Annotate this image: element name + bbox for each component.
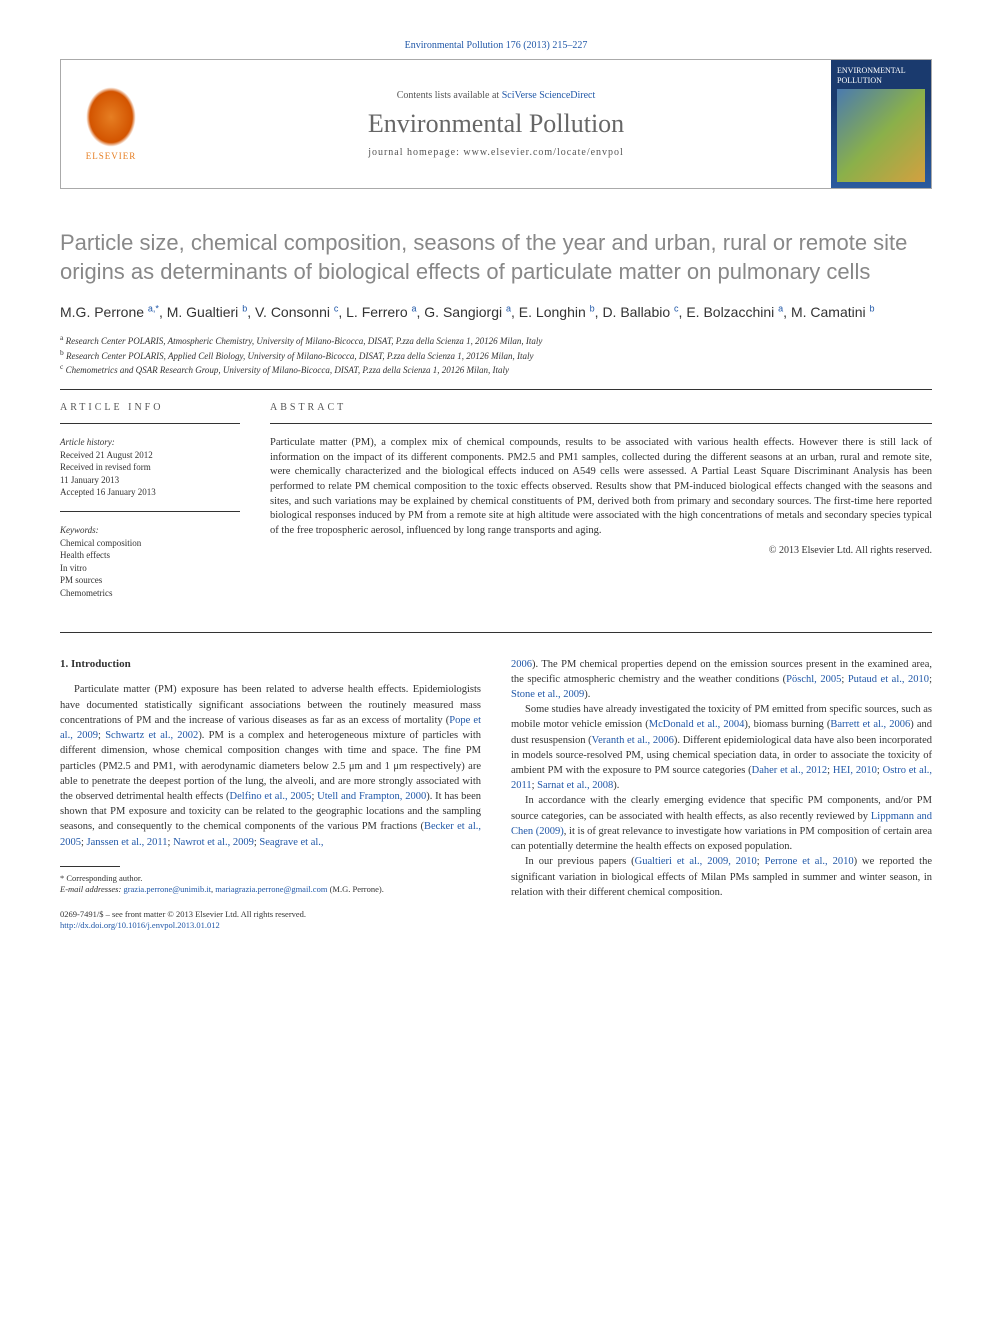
abstract-copyright: © 2013 Elsevier Ltd. All rights reserved…: [270, 545, 932, 556]
footnotes: * Corresponding author. E-mail addresses…: [60, 873, 481, 895]
paragraph: In our previous papers (Gualtieri et al.…: [511, 854, 932, 900]
affiliation-line: c Chemometrics and QSAR Research Group, …: [60, 362, 932, 377]
citation-link[interactable]: Sarnat et al., 2008: [537, 780, 613, 791]
article-history: Article history: Received 21 August 2012…: [60, 436, 240, 499]
paragraph: Some studies have already investigated t…: [511, 702, 932, 793]
contents-line: Contents lists available at SciVerse Sci…: [397, 90, 596, 101]
homepage-url[interactable]: www.elsevier.com/locate/envpol: [463, 147, 623, 158]
divider: [270, 423, 932, 424]
divider: [60, 389, 932, 390]
header-center: Contents lists available at SciVerse Sci…: [161, 60, 831, 188]
citation-link[interactable]: Utell and Frampton, 2000: [317, 791, 426, 802]
history-line: Received 21 August 2012: [60, 449, 240, 462]
citation-link[interactable]: 2006: [511, 659, 532, 670]
cover-image: [837, 89, 925, 182]
publisher-name: ELSEVIER: [86, 151, 137, 161]
keywords-label: Keywords:: [60, 524, 240, 537]
citation-link[interactable]: Barrett et al., 2006: [830, 719, 910, 730]
article-title: Particle size, chemical composition, sea…: [60, 229, 932, 286]
authors-list: M.G. Perrone a,*, M. Gualtieri b, V. Con…: [60, 302, 932, 323]
divider: [60, 423, 240, 424]
article-page: Environmental Pollution 176 (2013) 215–2…: [0, 0, 992, 971]
divider-full: [60, 632, 932, 633]
keyword: Chemometrics: [60, 587, 240, 600]
article-info-label: ARTICLE INFO: [60, 402, 240, 413]
keyword: PM sources: [60, 574, 240, 587]
doi-link[interactable]: http://dx.doi.org/10.1016/j.envpol.2013.…: [60, 920, 220, 930]
issn-line: 0269-7491/$ – see front matter © 2013 El…: [60, 909, 481, 920]
abstract-text: Particulate matter (PM), a complex mix o…: [270, 436, 932, 539]
keywords-block: Keywords: Chemical compositionHealth eff…: [60, 524, 240, 600]
history-label: Article history:: [60, 436, 240, 449]
cover-title: ENVIRONMENTAL POLLUTION: [837, 66, 925, 85]
keyword: In vitro: [60, 562, 240, 575]
affiliations: a Research Center POLARIS, Atmospheric C…: [60, 333, 932, 377]
citation-link[interactable]: Pöschl, 2005: [786, 674, 841, 685]
citation-link[interactable]: McDonald et al., 2004: [649, 719, 745, 730]
corresponding-author: * Corresponding author.: [60, 873, 481, 884]
info-abstract-row: ARTICLE INFO Article history: Received 2…: [60, 402, 932, 612]
history-line: Received in revised form: [60, 461, 240, 474]
left-column: 1. Introduction Particulate matter (PM) …: [60, 657, 481, 932]
paragraph: In accordance with the clearly emerging …: [511, 793, 932, 854]
abstract-label: ABSTRACT: [270, 402, 932, 413]
citation-link[interactable]: Daher et al., 2012: [752, 765, 828, 776]
email-label: E-mail addresses:: [60, 884, 121, 894]
citation-link[interactable]: Gualtieri et al., 2009, 2010: [635, 856, 757, 867]
history-line: Accepted 16 January 2013: [60, 486, 240, 499]
author-email[interactable]: grazia.perrone@unimib.it: [123, 884, 211, 894]
keyword: Health effects: [60, 549, 240, 562]
citation-link[interactable]: Putaud et al., 2010: [848, 674, 929, 685]
homepage-prefix: journal homepage:: [368, 147, 463, 158]
contents-prefix: Contents lists available at: [397, 90, 502, 101]
section-heading: 1. Introduction: [60, 657, 481, 673]
body-columns: 1. Introduction Particulate matter (PM) …: [60, 657, 932, 932]
footnote-separator: [60, 866, 120, 867]
citation-link[interactable]: Veranth et al., 2006: [592, 735, 674, 746]
citation-link[interactable]: Schwartz et al., 2002: [105, 730, 198, 741]
affiliation-line: a Research Center POLARIS, Atmospheric C…: [60, 333, 932, 348]
keyword: Chemical composition: [60, 537, 240, 550]
abstract-column: ABSTRACT Particulate matter (PM), a comp…: [270, 402, 932, 612]
author-email[interactable]: mariagrazia.perrone@gmail.com: [215, 884, 327, 894]
article-info-column: ARTICLE INFO Article history: Received 2…: [60, 402, 240, 612]
right-column: 2006). The PM chemical properties depend…: [511, 657, 932, 932]
citation-link[interactable]: Perrone et al., 2010: [765, 856, 854, 867]
citation-link[interactable]: Nawrot et al., 2009: [173, 837, 254, 848]
affiliation-line: b Research Center POLARIS, Applied Cell …: [60, 348, 932, 363]
sciencedirect-link[interactable]: SciVerse ScienceDirect: [502, 90, 596, 101]
citation-link[interactable]: Delfino et al., 2005: [230, 791, 312, 802]
citation-line: Environmental Pollution 176 (2013) 215–2…: [60, 40, 932, 51]
elsevier-logo[interactable]: ELSEVIER: [76, 79, 146, 169]
publisher-logo-box: ELSEVIER: [61, 60, 161, 188]
email-line: E-mail addresses: grazia.perrone@unimib.…: [60, 884, 481, 895]
homepage-line: journal homepage: www.elsevier.com/locat…: [368, 147, 624, 158]
citation-link[interactable]: Stone et al., 2009: [511, 689, 584, 700]
citation-link[interactable]: Janssen et al., 2011: [87, 837, 168, 848]
paragraph: Particulate matter (PM) exposure has bee…: [60, 682, 481, 849]
journal-header: ELSEVIER Contents lists available at Sci…: [60, 59, 932, 189]
elsevier-tree-icon: [86, 87, 136, 147]
history-line: 11 January 2013: [60, 474, 240, 487]
journal-cover: ENVIRONMENTAL POLLUTION: [831, 60, 931, 188]
divider: [60, 511, 240, 512]
paragraph: 2006). The PM chemical properties depend…: [511, 657, 932, 703]
citation-link[interactable]: HEI, 2010: [833, 765, 877, 776]
journal-name: Environmental Pollution: [368, 109, 624, 139]
citation-link[interactable]: Seagrave et al.,: [259, 837, 323, 848]
issn-copyright: 0269-7491/$ – see front matter © 2013 El…: [60, 909, 481, 931]
